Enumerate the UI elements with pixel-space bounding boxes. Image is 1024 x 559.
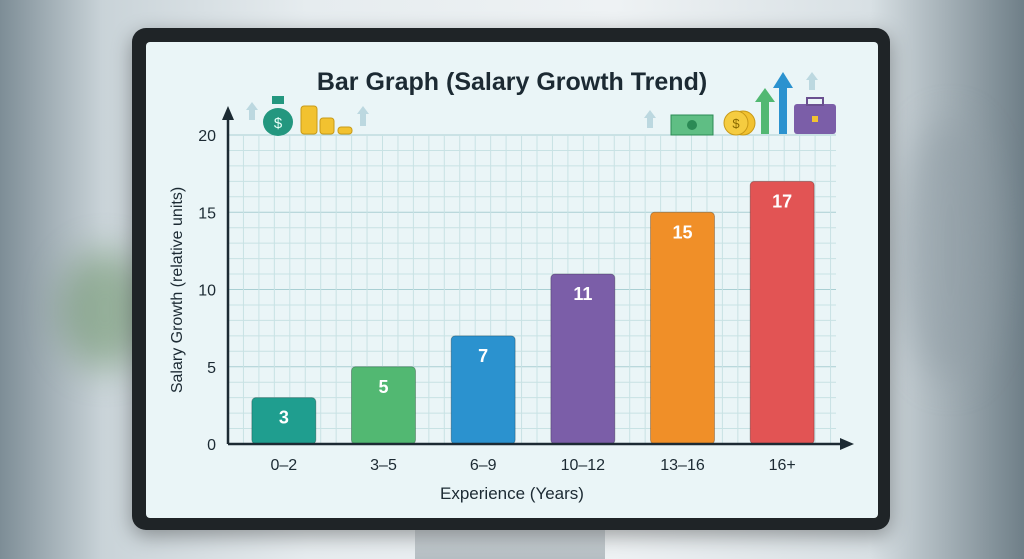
coin-icon: $ [723, 110, 756, 136]
chart-title: Bar Graph (Salary Growth Trend) [317, 68, 707, 96]
y-tick-labels: 0 5 10 15 20 [198, 128, 216, 454]
x-tick-label: 16+ [769, 457, 796, 474]
y-tick-label: 15 [198, 205, 216, 222]
x-tick-label: 0–2 [270, 457, 297, 474]
faint-arrows-icon [246, 72, 818, 128]
x-axis-label: Experience (Years) [440, 484, 584, 503]
bar-data-label: 3 [279, 408, 289, 428]
bar-data-label: 7 [478, 346, 488, 366]
x-tick-labels: 0–2 3–5 6–9 10–12 13–16 16+ [270, 457, 795, 474]
monitor-stand [415, 530, 605, 559]
background-window [900, 120, 1000, 380]
bar-data-label: 5 [378, 377, 388, 397]
y-tick-label: 10 [198, 283, 216, 300]
coin-stack-icon [300, 105, 353, 135]
banknote-icon [670, 114, 714, 136]
x-tick-label: 3–5 [370, 457, 397, 474]
y-tick-label: 0 [207, 437, 216, 454]
svg-text:$: $ [732, 116, 740, 131]
growth-arrow-icon [755, 72, 793, 134]
x-tick-label: 13–16 [660, 457, 705, 474]
axes [222, 106, 854, 450]
y-axis-label: Salary Growth (relative units) [169, 187, 186, 393]
bar-13–16 [650, 211, 715, 445]
bar-data-label: 17 [772, 191, 792, 211]
briefcase-icon [794, 97, 836, 134]
bar-16+ [749, 180, 815, 445]
grid [227, 134, 836, 445]
bar-data-label: 15 [672, 222, 692, 242]
y-axis-arrow-icon [222, 106, 234, 120]
y-tick-label: 5 [207, 360, 216, 377]
bar-data-label: 11 [573, 284, 592, 304]
decorations: $ $ [246, 72, 836, 136]
x-tick-label: 6–9 [470, 457, 497, 474]
x-axis-arrow-icon [840, 438, 854, 450]
y-tick-label: 20 [198, 128, 216, 145]
x-tick-label: 10–12 [561, 457, 606, 474]
svg-text:$: $ [274, 115, 283, 132]
money-bag-icon: $ [263, 96, 293, 136]
